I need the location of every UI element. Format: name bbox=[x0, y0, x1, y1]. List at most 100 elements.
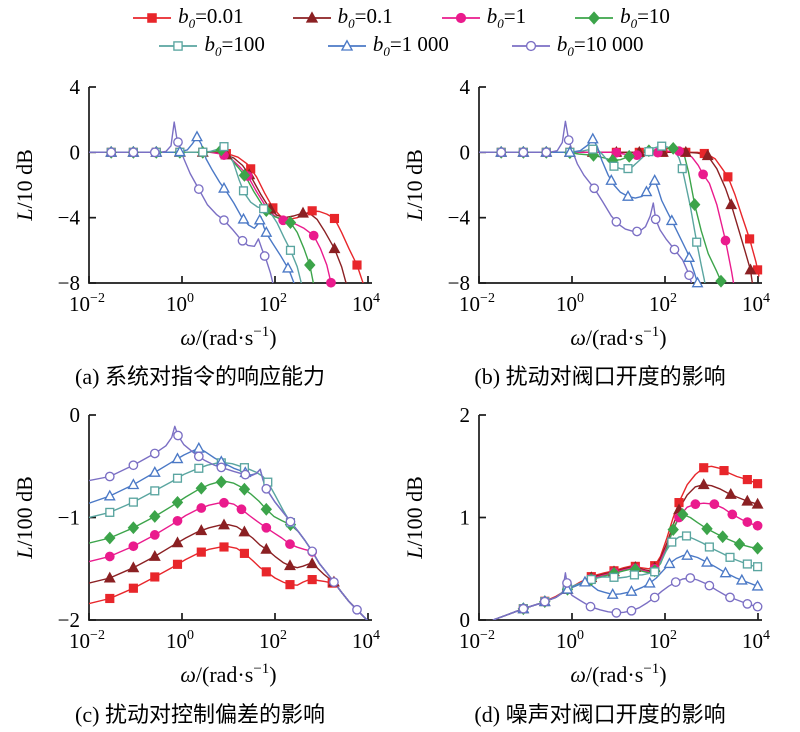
panel-c-caption: (c) 扰动对控制偏差的影响 bbox=[75, 702, 325, 727]
legend-item-label: b0=100 bbox=[204, 31, 265, 60]
circle-marker bbox=[611, 607, 622, 618]
square-marker bbox=[650, 567, 660, 577]
circle-marker bbox=[518, 147, 529, 158]
circle-marker bbox=[742, 599, 753, 609]
diamond-marker bbox=[238, 168, 251, 182]
x-tick-label: 102 bbox=[259, 291, 287, 316]
circle-marker bbox=[237, 235, 248, 246]
diamond-marker bbox=[171, 495, 184, 509]
square-marker bbox=[238, 186, 249, 196]
triangle-marker bbox=[751, 579, 764, 591]
panel-b: 4 0 −4 −8 10−2 100 102 104 L/10 dB ω/(rad·s−1) (b… bbox=[400, 62, 800, 390]
legend-item-b0-10000: b0=10 000 bbox=[509, 32, 644, 60]
triangle-marker bbox=[648, 174, 661, 185]
x-axis-label: ω/(rad·s−1) bbox=[570, 324, 666, 350]
series-markers-b0=100 bbox=[106, 142, 296, 255]
circle-marker bbox=[455, 12, 466, 24]
triangle-marker bbox=[328, 242, 341, 254]
square-marker bbox=[307, 206, 317, 216]
y-axis-label: L/10 dB bbox=[12, 149, 37, 222]
y-tick-label: 0 bbox=[70, 140, 81, 164]
series-markers-b0=0.1 bbox=[103, 518, 340, 587]
square-marker bbox=[261, 567, 271, 577]
triangle-marker bbox=[579, 575, 591, 587]
diamond-marker bbox=[588, 11, 601, 25]
square-marker bbox=[259, 204, 269, 214]
circle-marker bbox=[563, 135, 574, 145]
triangle-marker bbox=[744, 263, 757, 275]
legend: b0=0.01 b0=0.1 b0=1 b0=10 b0=100 b0=1 000 b0=… bbox=[0, 0, 800, 62]
square-marker bbox=[105, 507, 115, 517]
x-axis-label: ω/(rad·s−1) bbox=[570, 661, 666, 687]
circle-marker bbox=[128, 460, 139, 471]
panel-b-caption: (b) 扰动对阀口开度的影响 bbox=[474, 364, 726, 389]
series-markers-b0=0.1 bbox=[517, 478, 764, 614]
square-marker bbox=[307, 575, 317, 585]
circle-marker bbox=[149, 448, 160, 459]
circle-marker bbox=[128, 541, 139, 552]
series-markers-b0=100 bbox=[496, 141, 702, 247]
circle-marker bbox=[541, 147, 552, 158]
circle-marker bbox=[720, 235, 731, 246]
circle-marker bbox=[285, 539, 295, 550]
circle-marker bbox=[725, 592, 735, 603]
diamond-marker bbox=[215, 475, 228, 489]
legend-row-1: b0=0.01 b0=0.1 b0=1 b0=10 bbox=[130, 4, 670, 32]
square-marker bbox=[657, 141, 667, 151]
square-marker bbox=[609, 572, 619, 582]
square-marker bbox=[677, 164, 687, 174]
circle-marker bbox=[236, 504, 247, 515]
square-marker bbox=[105, 593, 115, 604]
diamond-marker bbox=[127, 521, 140, 535]
diamond-marker bbox=[701, 522, 713, 536]
square-marker bbox=[147, 13, 157, 23]
circle-marker bbox=[685, 573, 696, 583]
circle-marker bbox=[525, 40, 537, 52]
square-marker bbox=[150, 572, 160, 582]
triangle-marker bbox=[625, 584, 638, 596]
y-axis-label: L/100 dB bbox=[12, 476, 37, 560]
triangle-marker bbox=[218, 181, 230, 193]
legend-item-label: b0=10 bbox=[620, 3, 670, 32]
circle-marker bbox=[649, 592, 660, 603]
legend-item-b0-0.01: b0=0.01 bbox=[130, 4, 244, 32]
square-marker bbox=[745, 234, 755, 244]
series-line-b0=10000 bbox=[492, 572, 758, 620]
triangle-marker bbox=[691, 276, 704, 288]
x-tick-label: 102 bbox=[259, 628, 287, 653]
panel-a: 4 0 −4 −8 10−2 100 102 104 L/10 dB ω/(rad·s−1) (a… bbox=[0, 62, 400, 390]
series-line-b0=0.01 bbox=[479, 151, 760, 277]
panel-c-plot: 0 −1 −210−2 100 102 104 L/100 dB ω/(rad·s−1) bbox=[12, 403, 380, 687]
series-markers-b0=1000 bbox=[103, 441, 252, 501]
circle-marker bbox=[128, 147, 139, 158]
circle-marker bbox=[240, 469, 251, 480]
square-marker bbox=[609, 161, 619, 171]
circle-marker bbox=[308, 230, 319, 241]
triangle-marker bbox=[725, 198, 738, 210]
triangle-marker bbox=[192, 441, 205, 453]
circle-marker bbox=[173, 137, 183, 147]
circle-marker bbox=[285, 516, 296, 527]
diamond-marker bbox=[304, 258, 316, 272]
legend-item-b0-1: b0=1 bbox=[439, 4, 526, 32]
x-tick-label: 100 bbox=[556, 291, 584, 316]
series-markers-b0=10000 bbox=[518, 573, 763, 618]
x-tick-label: 10−2 bbox=[69, 628, 105, 653]
circle-marker bbox=[104, 471, 115, 482]
circle-marker bbox=[589, 183, 600, 194]
y-tick-label: 1 bbox=[460, 506, 471, 530]
circle-marker bbox=[307, 546, 318, 557]
triangle-marker bbox=[306, 557, 319, 569]
y-tick-label: 0 bbox=[70, 403, 81, 427]
circle-marker bbox=[193, 184, 204, 194]
circle-marker bbox=[650, 214, 661, 225]
square-marker bbox=[172, 559, 183, 569]
x-tick-label: 104 bbox=[352, 291, 380, 316]
series-line-b0=1000 bbox=[89, 447, 368, 620]
legend-item-b0-10: b0=10 bbox=[572, 4, 670, 32]
x-tick-label: 10−2 bbox=[459, 291, 495, 316]
triangle-marker bbox=[282, 261, 294, 273]
square-marker bbox=[172, 473, 183, 483]
square-marker bbox=[692, 237, 702, 247]
triangle-marker bbox=[561, 582, 574, 594]
